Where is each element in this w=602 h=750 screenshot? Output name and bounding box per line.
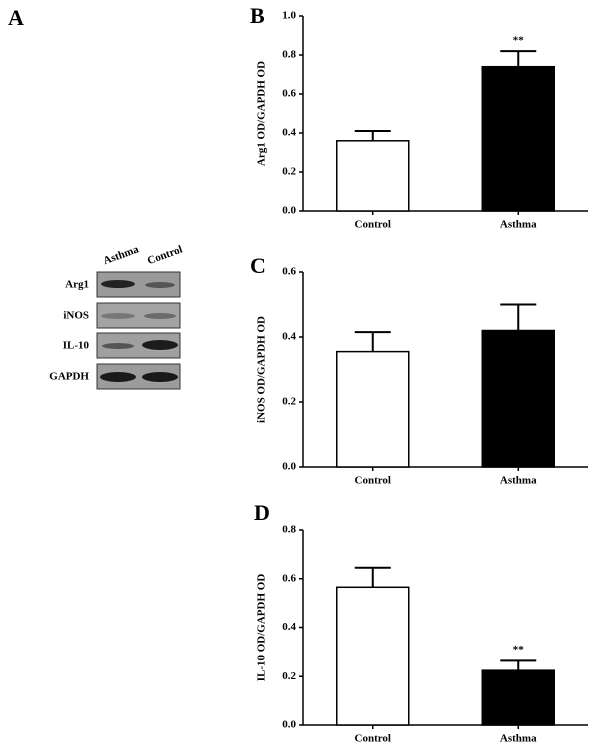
y-tick-label: 0.6: [282, 266, 296, 278]
band: [102, 343, 134, 349]
band: [101, 280, 135, 288]
annotation: **: [513, 644, 525, 656]
y-tick-label: 0.4: [282, 127, 296, 139]
band: [101, 313, 135, 319]
y-axis-label: iNOS OD/GAPDH OD: [256, 316, 268, 423]
y-tick-label: 0.0: [282, 719, 296, 731]
bar: [336, 140, 410, 212]
row-label: Arg1: [65, 279, 89, 291]
band: [142, 372, 178, 382]
y-axis-label: Arg1 OD/GAPDH OD: [256, 61, 268, 166]
y-axis-label: IL-10 OD/GAPDH OD: [256, 574, 268, 682]
bar: [481, 669, 555, 726]
y-tick-label: 1.0: [282, 10, 296, 22]
panel-label: C: [250, 253, 266, 278]
lane-label: Control: [146, 243, 184, 267]
row-label: IL-10: [63, 340, 90, 352]
row-label: iNOS: [63, 310, 89, 322]
band: [142, 340, 178, 350]
y-tick-label: 0.8: [282, 524, 296, 536]
bar: [481, 329, 555, 468]
y-tick-label: 0.6: [282, 88, 296, 100]
panel-label: A: [8, 5, 24, 30]
x-tick-label: Asthma: [500, 219, 537, 231]
y-tick-label: 0.2: [282, 670, 296, 682]
x-tick-label: Control: [355, 475, 391, 487]
row-label: GAPDH: [49, 371, 89, 383]
y-tick-label: 0.6: [282, 572, 296, 584]
blot: Asthma Control Arg1 iNOS IL-10 GAPDH: [49, 243, 184, 390]
y-tick-label: 0.0: [282, 205, 296, 217]
bar: [336, 350, 410, 468]
panel-label: B: [250, 3, 265, 28]
x-tick-label: Asthma: [500, 475, 537, 487]
annotation: **: [513, 35, 525, 47]
panel-label: D: [254, 500, 270, 525]
y-tick-label: 0.4: [282, 621, 296, 633]
bar: [336, 586, 410, 726]
band: [100, 372, 136, 382]
lane-label: Asthma: [102, 243, 141, 267]
y-tick-label: 0.4: [282, 331, 296, 343]
band: [144, 313, 176, 319]
y-tick-label: 0.8: [282, 49, 296, 61]
y-tick-label: 0.2: [282, 166, 296, 178]
x-tick-label: Asthma: [500, 733, 537, 745]
y-tick-label: 0.0: [282, 461, 296, 473]
bar: [481, 65, 555, 212]
x-tick-label: Control: [355, 733, 391, 745]
band: [145, 282, 175, 288]
y-tick-label: 0.2: [282, 396, 296, 408]
x-tick-label: Control: [355, 219, 391, 231]
